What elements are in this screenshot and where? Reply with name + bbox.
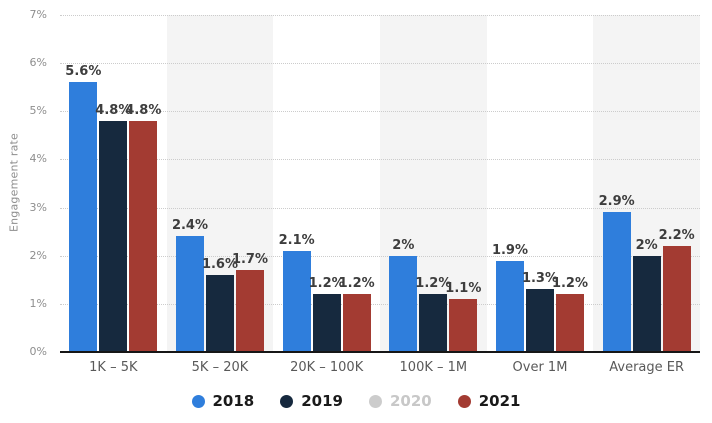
y-tick-label: 6%	[29, 56, 47, 70]
bar-value-label: 2%	[392, 237, 415, 253]
bar-2021[interactable]: 1.2%	[339, 276, 375, 352]
legend-marker-icon	[369, 394, 382, 408]
bar-2019[interactable]: 1.2%	[309, 276, 345, 352]
x-tick-label: Average ER	[609, 360, 685, 375]
x-axis-line	[60, 351, 700, 353]
legend-label: 2021	[478, 392, 521, 410]
bar-group: 1.9% 1.3% 1.2%	[487, 15, 594, 352]
bar-group: 2% 1.2% 1.1%	[380, 15, 487, 352]
gridline	[60, 207, 700, 209]
legend-label: 2018	[212, 392, 255, 410]
bar-2018[interactable]: 1.9%	[492, 243, 528, 352]
bar-value-label: 1.6%	[201, 256, 239, 272]
bar-2019[interactable]: 1.2%	[415, 276, 451, 352]
bar-2021[interactable]: 1.2%	[552, 276, 588, 352]
bar-value-label: 4.8%	[95, 102, 132, 118]
x-tick-label: 20K – 100K	[290, 360, 364, 375]
x-tick-label: 1K – 5K	[89, 360, 138, 375]
gridline	[60, 15, 700, 16]
bar-group: 5.6% 4.8% 4.8%	[60, 15, 167, 352]
bar-value-label: 1.2%	[551, 276, 589, 292]
bar-2019[interactable]: 4.8%	[95, 103, 131, 352]
x-tick-label: Over 1M	[512, 360, 568, 375]
legend-label: 2019	[301, 392, 343, 410]
bar-2018[interactable]: 5.6%	[65, 64, 101, 352]
bar-group: 2.4% 1.6% 1.7%	[167, 15, 274, 352]
legend-marker-icon	[191, 394, 205, 408]
legend-item-2019[interactable]: 2019	[280, 392, 343, 410]
bar-value-label: 2.9%	[598, 194, 635, 210]
bar-2021[interactable]: 1.7%	[232, 252, 268, 352]
bar-value-label: 5.6%	[65, 64, 102, 80]
legend-marker-icon	[280, 394, 294, 408]
legend: 2018 2019 2020 2021	[0, 392, 712, 410]
legend-item-2020[interactable]: 2020	[369, 392, 432, 410]
bar-value-label: 1.9%	[491, 242, 529, 258]
legend-label: 2020	[390, 392, 432, 410]
gridline	[60, 255, 700, 257]
y-tick-label: 1%	[29, 296, 47, 310]
x-tick-label: 5K – 20K	[191, 360, 249, 375]
bar-value-label: 1.2%	[415, 276, 452, 292]
gridline	[60, 111, 700, 113]
y-tick-label: 4%	[29, 152, 47, 166]
bar-2019[interactable]: 1.6%	[202, 257, 238, 352]
bar-value-label: 2%	[635, 237, 658, 253]
bar-value-label: 1.3%	[521, 271, 559, 287]
bar-value-label: 1.2%	[308, 276, 345, 292]
x-tick-label: 100K – 1M	[399, 360, 468, 375]
bar-value-label: 1.1%	[445, 281, 482, 297]
y-tick-label: 2%	[29, 248, 47, 262]
y-tick-label: 7%	[29, 8, 47, 21]
bar-value-label: 4.8%	[125, 102, 162, 118]
bar-value-label: 1.2%	[338, 276, 375, 292]
bar-2021[interactable]: 1.1%	[445, 281, 481, 352]
bar-2019[interactable]: 2%	[632, 238, 661, 352]
y-tick-label: 5%	[29, 104, 47, 118]
bar-2018[interactable]: 2.4%	[172, 218, 208, 352]
bar-2018[interactable]: 2.1%	[279, 233, 315, 352]
bar-2019[interactable]: 1.3%	[522, 271, 558, 352]
bar-2021[interactable]: 2.2%	[659, 228, 695, 352]
bar-2018[interactable]: 2.9%	[599, 194, 635, 352]
legend-item-2021[interactable]: 2021	[457, 392, 521, 410]
bar-group: 2.9% 2% 2.2%	[593, 15, 700, 352]
bar-2021[interactable]: 4.8%	[125, 103, 161, 352]
bar-value-label: 2.4%	[171, 218, 209, 234]
bar-value-label: 2.2%	[658, 228, 695, 244]
gridline	[60, 63, 700, 65]
legend-item-2018[interactable]: 2018	[191, 392, 255, 410]
y-tick-label: 0%	[29, 345, 47, 358]
gridline	[60, 303, 700, 305]
plot-area: 5.6% 4.8% 4.8% 2.4% 1.6% 1.7% 2.1% 1.2% 1.2% 2% 1.…	[60, 15, 700, 353]
y-tick-label: 3%	[29, 200, 47, 214]
bar-2018[interactable]: 2%	[389, 238, 418, 352]
gridline	[60, 159, 700, 161]
bar-value-label: 1.7%	[231, 252, 269, 268]
bar-group: 2.1% 1.2% 1.2%	[273, 15, 380, 352]
legend-marker-icon	[457, 394, 471, 408]
bar-value-label: 2.1%	[278, 232, 315, 248]
y-axis-title: Engagement rate	[7, 133, 21, 233]
